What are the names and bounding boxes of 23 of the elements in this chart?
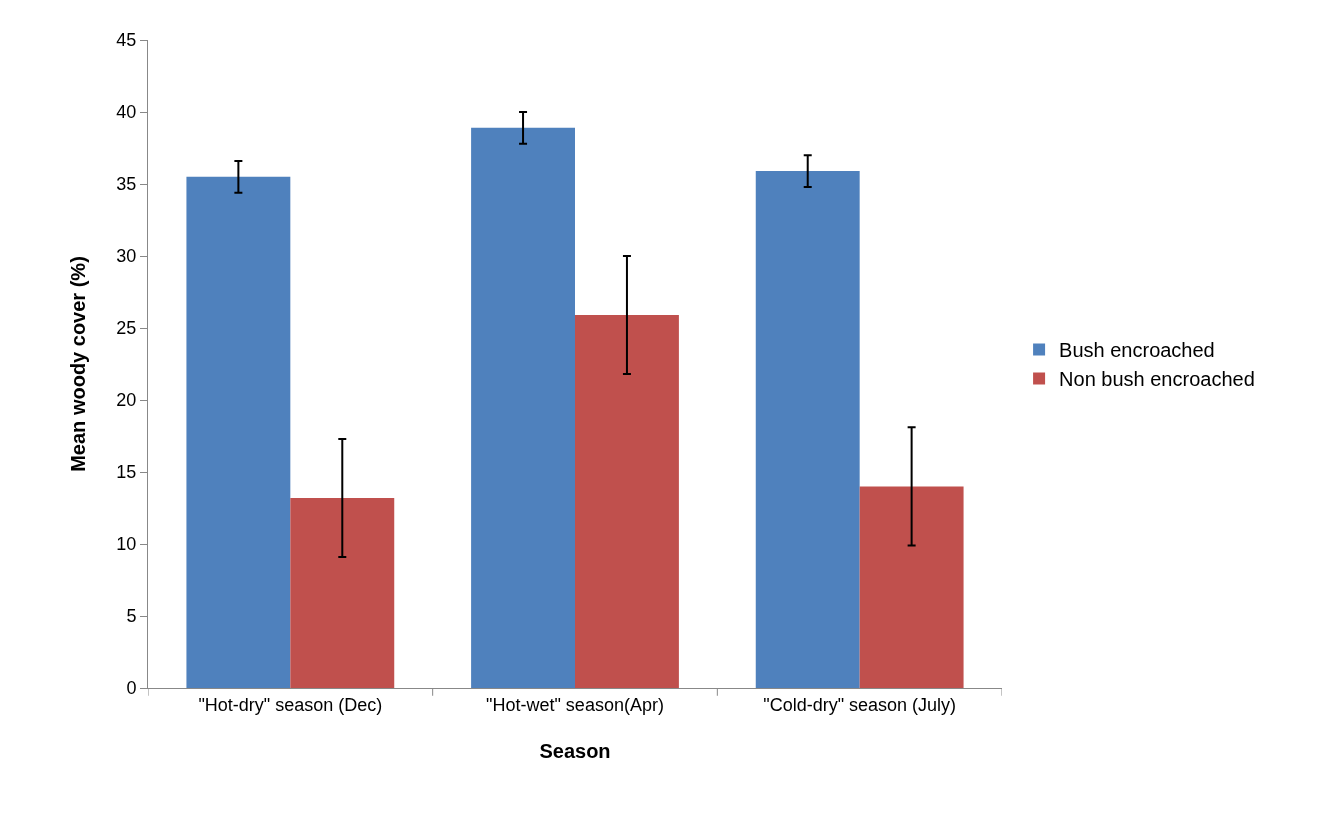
x-axis-title: Season xyxy=(539,740,611,763)
y-tick-label: 5 xyxy=(126,606,137,627)
y-tick-label: 15 xyxy=(116,462,137,483)
bar xyxy=(290,497,395,688)
bar xyxy=(859,486,964,688)
y-tick-label: 45 xyxy=(116,30,137,51)
y-tick-label: 35 xyxy=(116,174,137,195)
bar xyxy=(755,171,860,688)
y-tick-label: 0 xyxy=(126,678,137,699)
legend-label: Non bush encroached xyxy=(1059,368,1255,391)
y-tick-label: 10 xyxy=(116,534,137,555)
y-tick-label: 30 xyxy=(116,246,137,267)
x-tick-label: "Cold-dry" season (July) xyxy=(763,694,957,715)
y-axis-title: Mean woody cover (%) xyxy=(66,256,89,472)
y-tick-label: 40 xyxy=(116,102,137,123)
x-tick-label: "Hot-wet" season(Apr) xyxy=(486,694,664,715)
y-tick-label: 25 xyxy=(116,318,137,339)
bar xyxy=(575,315,679,688)
x-tick-label: "Hot-dry" season (Dec) xyxy=(198,694,383,715)
legend-label: Bush encroached xyxy=(1059,339,1215,362)
bar xyxy=(186,176,291,688)
y-tick-label: 20 xyxy=(116,390,137,411)
bar xyxy=(471,127,575,688)
